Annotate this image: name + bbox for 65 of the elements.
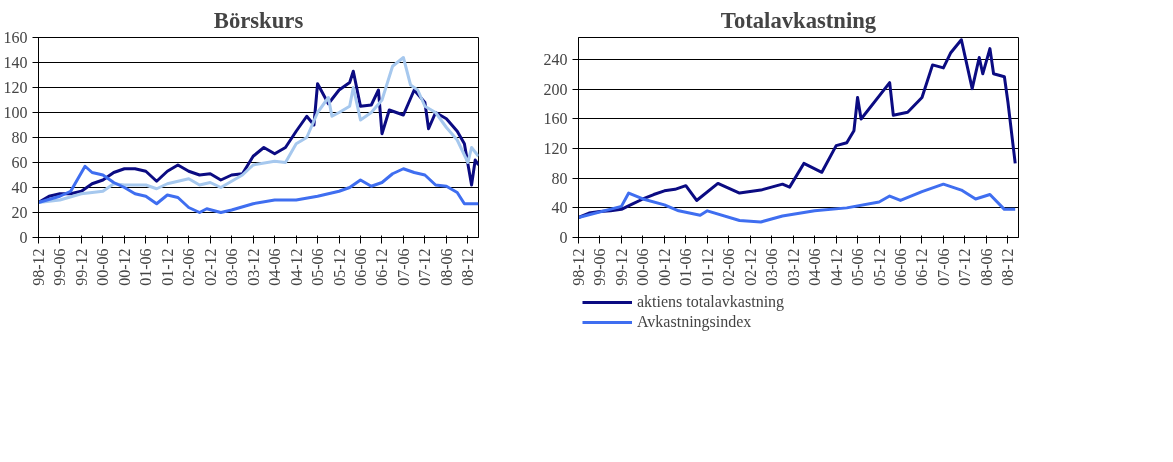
x-tick-label: 01-06 <box>677 248 695 286</box>
x-tick-label: 03-06 <box>223 248 241 286</box>
y-tick-label: 200 <box>543 80 568 98</box>
x-tick-label: 08-06 <box>977 248 995 286</box>
x-tick-label: 07-12 <box>956 248 974 286</box>
y-tick-label: 100 <box>3 104 28 121</box>
x-tick-label: 99-12 <box>72 248 90 286</box>
y-tick-label: 40 <box>551 199 568 217</box>
x-tick-label: 06-12 <box>373 248 391 286</box>
x-tick-label: 06-12 <box>913 248 931 286</box>
x-tick-label: 04-06 <box>806 248 824 286</box>
x-tick-label: 02-12 <box>201 248 219 286</box>
x-tick-label: 99-12 <box>612 248 630 286</box>
chart-title: Börskurs <box>213 7 304 33</box>
x-tick-label: 99-06 <box>51 248 69 286</box>
y-tick-label: 40 <box>11 179 28 196</box>
x-tick-label: 08-06 <box>437 248 455 286</box>
line-series <box>38 164 479 214</box>
x-tick-label: 07-12 <box>416 248 434 286</box>
y-tick-label: 140 <box>3 54 28 71</box>
y-tick-label: 160 <box>3 29 28 46</box>
legend-label: Avkastningsindex <box>637 313 752 331</box>
x-tick-label: 01-06 <box>137 248 155 286</box>
x-tick-label: 04-06 <box>266 248 284 286</box>
x-tick-label: 05-06 <box>309 248 327 286</box>
chart-title: Totalavkastning <box>720 7 877 33</box>
x-tick-label: 04-12 <box>287 248 305 286</box>
x-tick-label: 07-06 <box>394 248 412 286</box>
y-tick-label: 80 <box>11 129 28 146</box>
x-tick-label: 01-12 <box>158 248 176 286</box>
x-tick-label: 04-12 <box>827 248 845 286</box>
x-tick-label: 02-06 <box>720 248 738 286</box>
y-tick-label: 0 <box>19 229 28 246</box>
x-tick-label: 06-06 <box>351 248 369 286</box>
x-tick-label: 07-06 <box>934 248 952 286</box>
x-tick-label: 00-06 <box>94 248 112 286</box>
x-tick-label: 01-12 <box>698 248 716 286</box>
x-tick-label: 03-06 <box>763 248 781 286</box>
x-tick-label: 99-06 <box>591 248 609 286</box>
x-tick-label: 03-12 <box>244 248 262 286</box>
y-tick-label: 80 <box>551 169 568 187</box>
line-series <box>578 38 1017 219</box>
x-tick-label: 00-12 <box>115 248 133 286</box>
y-tick-label: 0 <box>559 229 568 246</box>
x-tick-label: 00-12 <box>655 248 673 286</box>
x-tick-label: 98-12 <box>570 248 587 286</box>
line-series <box>578 182 1017 224</box>
x-tick-label: 00-06 <box>634 248 652 286</box>
y-tick-label: 160 <box>543 110 568 128</box>
y-tick-label: 20 <box>11 204 28 221</box>
y-tick-label: 120 <box>543 140 568 158</box>
x-tick-label: 02-06 <box>180 248 198 286</box>
x-tick-label: 06-06 <box>891 248 909 286</box>
y-tick-label: 120 <box>3 79 28 96</box>
x-tick-label: 05-12 <box>870 248 888 286</box>
y-tick-label: 240 <box>543 51 568 69</box>
x-tick-label: 98-12 <box>30 248 47 286</box>
x-tick-label: 05-12 <box>330 248 348 286</box>
x-tick-label: 05-06 <box>849 248 867 286</box>
y-tick-label: 60 <box>11 154 28 171</box>
x-tick-label: 08-12 <box>459 248 477 286</box>
legend-label: aktiens totalavkastning <box>637 293 785 311</box>
x-tick-label: 03-12 <box>784 248 802 286</box>
x-tick-label: 02-12 <box>741 248 759 286</box>
x-tick-label: 08-12 <box>999 248 1017 286</box>
